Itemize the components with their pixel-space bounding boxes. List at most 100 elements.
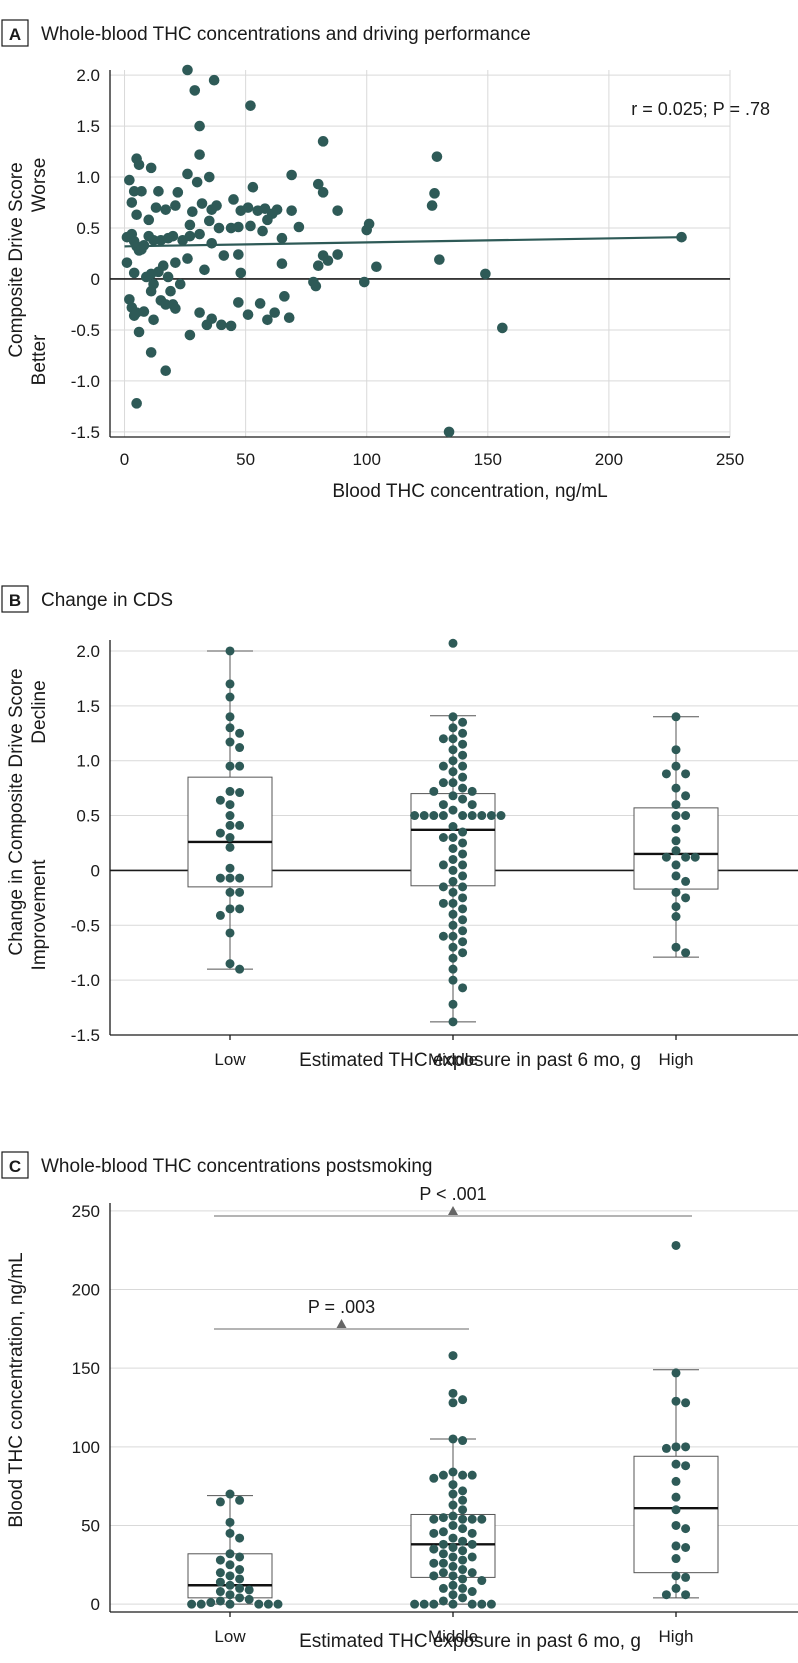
data-point	[497, 322, 508, 334]
data-point	[671, 846, 681, 856]
data-point	[225, 737, 235, 747]
data-point	[213, 222, 225, 234]
data-point	[438, 734, 448, 744]
data-point	[235, 267, 247, 279]
data-point	[419, 811, 429, 821]
panel-letter: C	[9, 1157, 21, 1176]
data-point	[235, 1533, 245, 1543]
data-point	[671, 1442, 681, 1452]
data-point	[458, 1536, 468, 1546]
data-point	[448, 942, 458, 952]
x-tick-label: 0	[120, 450, 129, 469]
data-point	[438, 800, 448, 810]
data-point	[429, 1528, 439, 1538]
data-point	[215, 1555, 225, 1565]
data-point	[458, 893, 468, 903]
data-point	[477, 1576, 487, 1586]
data-point	[225, 1599, 235, 1609]
y-tick-label: 0	[91, 861, 100, 880]
y-tick-label: 0.5	[76, 219, 100, 238]
panel-letter: A	[9, 25, 21, 44]
axes	[109, 70, 730, 438]
y-tick-label: 0	[91, 1595, 100, 1614]
data-point	[410, 811, 420, 821]
data-point	[671, 860, 681, 870]
data-point	[245, 220, 256, 232]
data-point	[681, 1572, 691, 1582]
x-tick-label: Middle	[428, 1050, 478, 1069]
data-point	[681, 948, 691, 958]
data-point	[312, 260, 324, 272]
data-point	[438, 833, 448, 842]
data-point	[681, 876, 691, 886]
data-point	[681, 1442, 691, 1452]
data-point	[182, 168, 193, 180]
data-point	[458, 1555, 468, 1565]
data-point	[211, 200, 222, 211]
data-point	[448, 843, 458, 853]
data-point	[448, 920, 458, 930]
y-tick-label: -1.5	[71, 423, 100, 442]
data-point	[429, 786, 439, 796]
data-point	[681, 769, 691, 779]
data-point	[448, 778, 458, 788]
data-point	[448, 833, 458, 842]
data-point	[448, 975, 458, 985]
data-point	[160, 299, 172, 310]
data-point	[429, 1571, 439, 1581]
data-point	[438, 1470, 448, 1480]
data-point	[165, 285, 176, 297]
data-point	[145, 285, 157, 297]
data-point	[458, 728, 468, 738]
x-axis-label: Estimated THC exposure in past 6 mo, g	[299, 1631, 641, 1652]
data-point	[225, 820, 235, 830]
data-point	[426, 200, 438, 211]
y-axis-label-bottom: Improvement	[29, 859, 50, 971]
data-point	[312, 178, 324, 190]
data-point	[458, 1574, 468, 1584]
scatter-points	[121, 64, 687, 438]
data-point	[206, 238, 218, 249]
panel-letter-box	[1, 585, 29, 613]
data-point	[458, 1495, 468, 1505]
data-point	[225, 887, 235, 897]
data-point	[448, 854, 458, 864]
data-point	[187, 206, 198, 218]
data-point	[170, 200, 181, 211]
data-point	[448, 1017, 458, 1027]
data-point	[170, 303, 181, 314]
data-point	[671, 1368, 681, 1378]
correlation-annotation: r = 0.025; P = .78	[631, 99, 770, 119]
data-point	[671, 1492, 681, 1502]
data-point	[262, 214, 273, 226]
data-point	[170, 257, 181, 268]
data-point	[448, 1533, 458, 1543]
data-point	[225, 692, 235, 702]
data-point	[429, 1599, 439, 1609]
data-point	[486, 811, 496, 821]
data-point	[182, 253, 193, 264]
panel-title: Whole-blood THC concentrations and drivi…	[41, 24, 531, 45]
data-point	[148, 314, 159, 326]
data-point	[235, 1593, 245, 1603]
data-point	[458, 1470, 468, 1480]
data-point	[194, 120, 205, 132]
data-point	[206, 1598, 216, 1608]
data-point	[681, 791, 691, 801]
data-point	[182, 64, 193, 76]
data-point	[438, 1527, 448, 1537]
y-tick-label: 200	[72, 1281, 100, 1300]
box-iqr	[633, 1455, 719, 1574]
data-point	[225, 1517, 235, 1527]
x-tick-label: 50	[236, 450, 255, 469]
y-axis-label: Blood THC concentration, ng/mL	[6, 1252, 27, 1527]
data-point	[225, 761, 235, 771]
data-point	[128, 186, 140, 197]
data-point	[225, 959, 235, 969]
data-point	[286, 205, 297, 216]
data-point	[162, 271, 174, 283]
data-point	[671, 1541, 681, 1551]
data-point	[160, 204, 172, 215]
y-tick-label: -0.5	[71, 321, 100, 340]
data-point	[429, 188, 440, 199]
